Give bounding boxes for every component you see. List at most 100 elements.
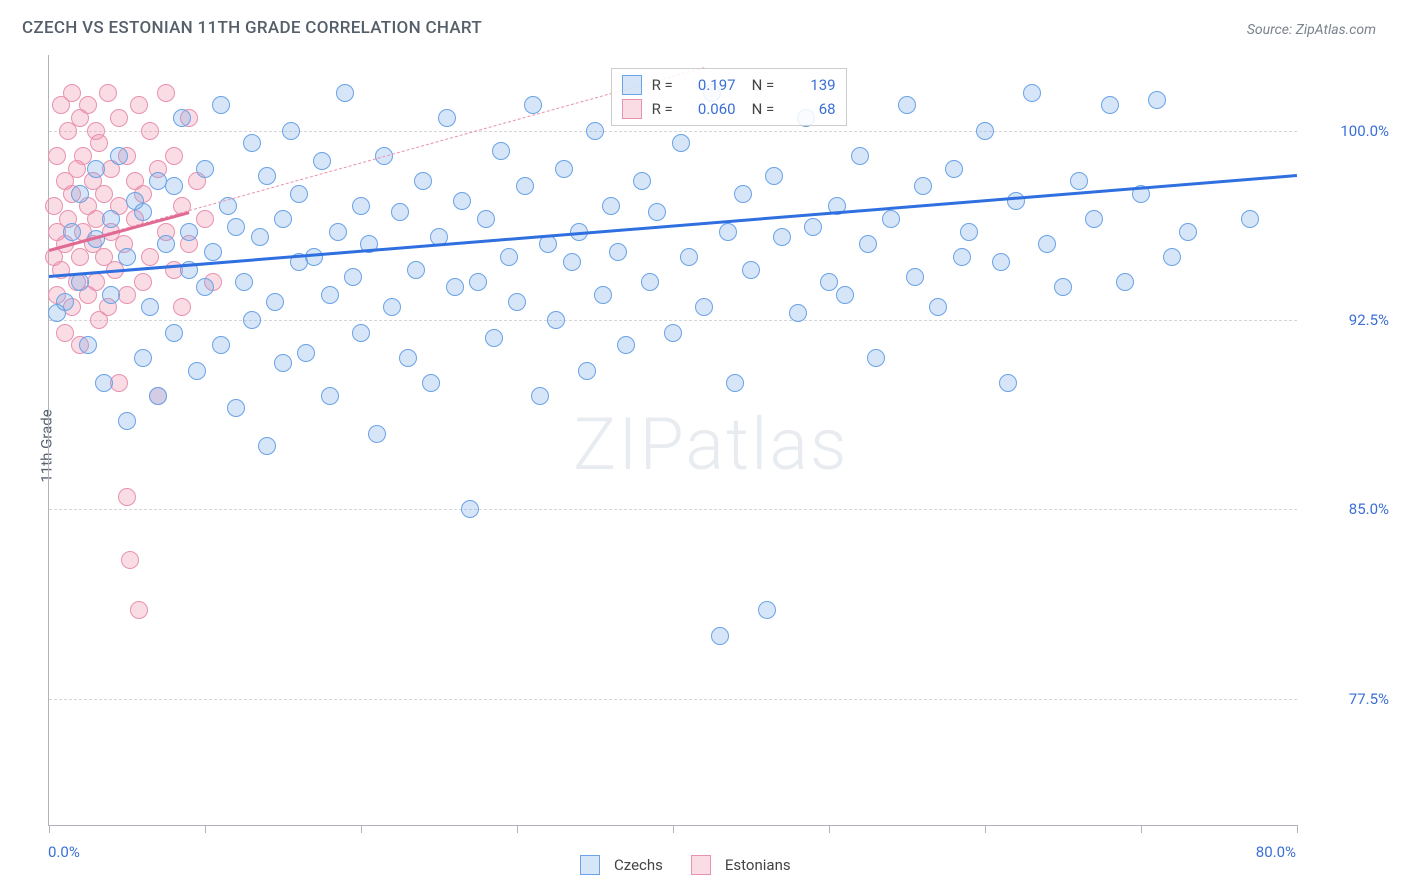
czechs-point: [336, 84, 354, 102]
gridline: [49, 699, 1297, 700]
czechs-point: [594, 286, 612, 304]
czechs-point: [664, 324, 682, 342]
czechs-point: [914, 177, 932, 195]
czechs-point: [344, 268, 362, 286]
estonians-point: [90, 134, 108, 152]
czechs-point: [461, 500, 479, 518]
czechs-point: [773, 228, 791, 246]
czechs-point: [836, 286, 854, 304]
czechs-point: [227, 218, 245, 236]
czechs-point: [438, 109, 456, 127]
czechs-point: [734, 185, 752, 203]
estonians-point: [134, 273, 152, 291]
czechs-point: [290, 185, 308, 203]
czechs-point: [508, 293, 526, 311]
czechs-point: [820, 273, 838, 291]
czechs-point: [492, 142, 510, 160]
czechs-point: [157, 235, 175, 253]
czechs-swatch-icon: [580, 855, 600, 875]
estonians-point: [48, 147, 66, 165]
estonians-swatch-icon: [691, 855, 711, 875]
czechs-point: [547, 311, 565, 329]
watermark: ZIPatlas: [573, 402, 848, 487]
x-tick: [673, 825, 674, 833]
x-tick: [49, 825, 50, 833]
czechs-point: [188, 362, 206, 380]
czechs-point: [1007, 192, 1025, 210]
czechs-point: [804, 218, 822, 236]
y-tick-label: 100.0%: [1309, 122, 1389, 140]
r-label: R =: [652, 100, 680, 118]
estonians-point: [165, 147, 183, 165]
stats-row-czechs: R =0.197N =139: [622, 73, 836, 97]
czechs-point: [243, 311, 261, 329]
czechs-point: [609, 243, 627, 261]
czechs-point: [196, 160, 214, 178]
czechs-point: [477, 210, 495, 228]
czechs-point: [87, 160, 105, 178]
czechs-point: [196, 278, 214, 296]
estonians-swatch-icon: [622, 99, 642, 119]
czechs-point: [742, 261, 760, 279]
czechs-point: [633, 172, 651, 190]
czechs-point: [251, 228, 269, 246]
legend-bottom: CzechsEstonians: [580, 855, 809, 875]
czechs-point: [726, 374, 744, 392]
czechs-point: [859, 235, 877, 253]
czechs-point: [516, 177, 534, 195]
czechs-point: [1023, 84, 1041, 102]
czechs-point: [586, 122, 604, 140]
x-tick: [361, 825, 362, 833]
czechs-point: [1163, 248, 1181, 266]
czechs-point: [134, 349, 152, 367]
gridline: [49, 320, 1297, 321]
stats-legend: R =0.197N =139 R = 0.060 N = 68: [611, 68, 847, 126]
chart-frame: CZECH VS ESTONIAN 11TH GRADE CORRELATION…: [0, 0, 1406, 892]
n-label: N =: [752, 76, 780, 94]
czechs-point: [578, 362, 596, 380]
x-tick: [1297, 825, 1298, 833]
czechs-point: [95, 374, 113, 392]
estonians-point: [87, 273, 105, 291]
czechs-point: [680, 248, 698, 266]
gridline: [49, 509, 1297, 510]
estonians-point: [121, 551, 139, 569]
czechs-point: [695, 298, 713, 316]
czechs-point: [999, 374, 1017, 392]
r-value: 0.060: [686, 100, 736, 118]
source-label: Source: ZipAtlas.com: [1247, 22, 1376, 38]
x-tick: [517, 825, 518, 833]
czechs-point: [258, 167, 276, 185]
czechs-point: [321, 286, 339, 304]
estonians-point: [196, 210, 214, 228]
y-tick-label: 77.5%: [1309, 690, 1389, 708]
czechs-point: [118, 248, 136, 266]
czechs-point: [539, 235, 557, 253]
czechs-point: [1070, 172, 1088, 190]
czechs-point: [274, 354, 292, 372]
czechs-point: [329, 223, 347, 241]
czechs-point: [898, 96, 916, 114]
czechs-point: [141, 298, 159, 316]
czechs-point: [945, 160, 963, 178]
czechs-point: [134, 203, 152, 221]
czechs-swatch-icon: [622, 75, 642, 95]
stats-row-estonians: R =0.060N =68: [622, 97, 836, 121]
czechs-point: [851, 147, 869, 165]
czechs-point: [258, 437, 276, 455]
czechs-point: [352, 324, 370, 342]
czechs-point: [960, 223, 978, 241]
x-tick: [985, 825, 986, 833]
czechs-point: [531, 387, 549, 405]
czechs-point: [672, 134, 690, 152]
czechs-point: [1101, 96, 1119, 114]
czechs-point: [212, 96, 230, 114]
czechs-point: [882, 210, 900, 228]
gridline: [49, 131, 1297, 132]
czechs-point: [313, 152, 331, 170]
n-value: 68: [786, 100, 836, 118]
estonians-point: [130, 601, 148, 619]
estonians-point: [110, 109, 128, 127]
czechs-point: [297, 344, 315, 362]
x-axis-max-label: 80.0%: [1256, 843, 1296, 861]
